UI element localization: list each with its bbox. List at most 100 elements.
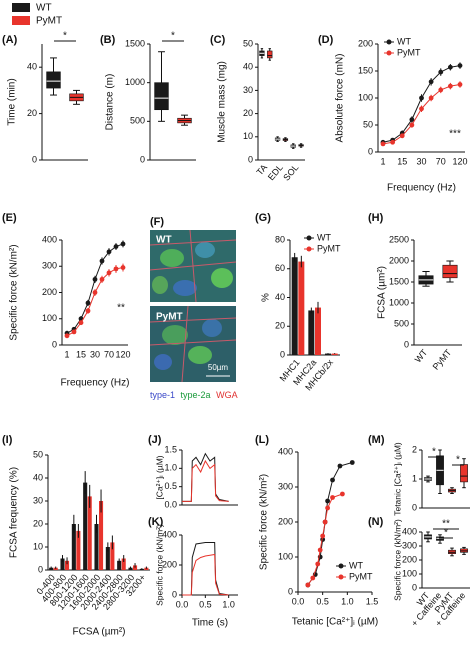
box bbox=[46, 71, 61, 89]
marker bbox=[113, 244, 119, 249]
y-axis-label: Specific force (kN/m²) bbox=[154, 524, 164, 606]
y-tick-label: 40 bbox=[27, 62, 37, 72]
x-axis-label: Time (s) bbox=[192, 618, 228, 629]
bar bbox=[87, 496, 92, 570]
y-tick-label: 100 bbox=[42, 313, 57, 323]
marker bbox=[349, 460, 355, 465]
marker bbox=[315, 561, 321, 567]
annotation: ** bbox=[117, 303, 125, 314]
x-tick-label: 120 bbox=[452, 156, 467, 166]
marker bbox=[330, 495, 335, 500]
panel-label: (I) bbox=[2, 434, 13, 446]
bar bbox=[99, 501, 104, 570]
x-tick-label: 0.0 bbox=[292, 596, 305, 606]
legend-label: PyMT bbox=[397, 47, 421, 57]
marker bbox=[120, 265, 126, 270]
y-tick-label: 10 bbox=[243, 131, 253, 141]
bar bbox=[121, 558, 126, 570]
legend-marker bbox=[386, 39, 392, 45]
marker bbox=[99, 258, 105, 264]
marker bbox=[305, 582, 311, 588]
marker bbox=[399, 133, 405, 139]
fiber bbox=[162, 325, 188, 345]
y-tick-label: 50 bbox=[33, 449, 43, 459]
x-tick-label: 0.5 bbox=[199, 599, 212, 609]
y-tick-label: 60 bbox=[275, 263, 285, 273]
fiber bbox=[202, 319, 222, 337]
y-tick-label: 500 bbox=[394, 318, 409, 328]
bar bbox=[117, 560, 122, 570]
marker bbox=[113, 266, 119, 272]
y-tick-label: 30 bbox=[243, 85, 253, 95]
y-tick-label: 0 bbox=[412, 502, 417, 512]
y-tick-label: 0 bbox=[280, 349, 285, 359]
marker bbox=[457, 82, 463, 87]
panel-label: (L) bbox=[255, 434, 269, 446]
y-tick-label: 0 bbox=[52, 339, 57, 349]
y-axis-label: % bbox=[261, 293, 272, 302]
marker bbox=[447, 64, 453, 70]
y-axis-label: Specific force (kN/m²) bbox=[392, 519, 402, 601]
marker bbox=[447, 83, 453, 89]
x-tick-label: 1 bbox=[380, 156, 385, 166]
marker bbox=[409, 122, 415, 128]
x-tick-label: 70 bbox=[436, 156, 446, 166]
y-tick-label: 400 bbox=[278, 446, 293, 456]
y-tick-label: 1500 bbox=[125, 38, 145, 48]
fiber bbox=[173, 280, 197, 296]
y-tick-label: 2000 bbox=[389, 255, 409, 265]
marker bbox=[85, 308, 91, 314]
panel-label: (A) bbox=[2, 34, 18, 46]
annotation: * bbox=[444, 528, 448, 539]
box bbox=[460, 464, 468, 483]
marker bbox=[390, 139, 396, 145]
y-tick-label: 1500 bbox=[389, 276, 409, 286]
legend-marker bbox=[306, 246, 312, 252]
y-tick-label: 0.0 bbox=[164, 499, 177, 509]
marker bbox=[457, 63, 463, 68]
bar bbox=[105, 547, 110, 570]
legend-label: WT bbox=[36, 3, 52, 14]
annotation: ** bbox=[442, 519, 450, 530]
x-tick-label: 15 bbox=[397, 156, 407, 166]
panel-label: (D) bbox=[318, 34, 334, 46]
annotation: * bbox=[171, 31, 175, 42]
y-tick-label: 200 bbox=[42, 287, 57, 297]
y-tick-label: 50 bbox=[243, 38, 253, 48]
y-tick-label: 200 bbox=[358, 38, 373, 48]
marker bbox=[419, 95, 424, 101]
bar bbox=[110, 542, 115, 570]
x-axis-label: Frequency (Hz) bbox=[387, 183, 456, 194]
x-tick-label: 120 bbox=[115, 349, 130, 359]
y-tick-label: 1000 bbox=[125, 77, 145, 87]
y-axis-label: Absolute force (mN) bbox=[335, 54, 346, 143]
legend-marker bbox=[338, 574, 344, 580]
y-tick-label: 100 bbox=[402, 568, 417, 578]
top-legend: WT PyMT bbox=[12, 3, 62, 27]
caption-item: type-1 bbox=[150, 390, 175, 400]
y-tick-label: 300 bbox=[402, 540, 417, 550]
marker bbox=[106, 249, 112, 255]
marker bbox=[106, 270, 112, 276]
marker bbox=[438, 69, 444, 75]
fiber bbox=[195, 242, 215, 258]
y-tick-label: 100 bbox=[278, 551, 293, 561]
y-tick-label: 0 bbox=[412, 582, 417, 592]
wga-outline bbox=[149, 229, 237, 303]
x-tick-label: 70 bbox=[104, 349, 114, 359]
image-label: WT bbox=[156, 235, 172, 246]
x-axis-label: Frequency (Hz) bbox=[61, 378, 130, 389]
legend-marker bbox=[338, 563, 344, 569]
y-axis-label: FCSA frequency (%) bbox=[9, 467, 20, 558]
legend-label: PyMT bbox=[317, 243, 341, 253]
marker bbox=[380, 141, 386, 147]
y-tick-label: 10 bbox=[33, 541, 43, 551]
fiber bbox=[160, 249, 184, 267]
x-tick-label: 15 bbox=[76, 349, 86, 359]
marker bbox=[317, 547, 323, 553]
marker bbox=[99, 276, 105, 282]
legend-swatch bbox=[12, 16, 30, 25]
image-label: PyMT bbox=[156, 312, 183, 323]
y-axis-label: [Ca²⁺]ᵢ (µM) bbox=[154, 455, 164, 499]
y-tick-label: 400 bbox=[42, 234, 57, 244]
